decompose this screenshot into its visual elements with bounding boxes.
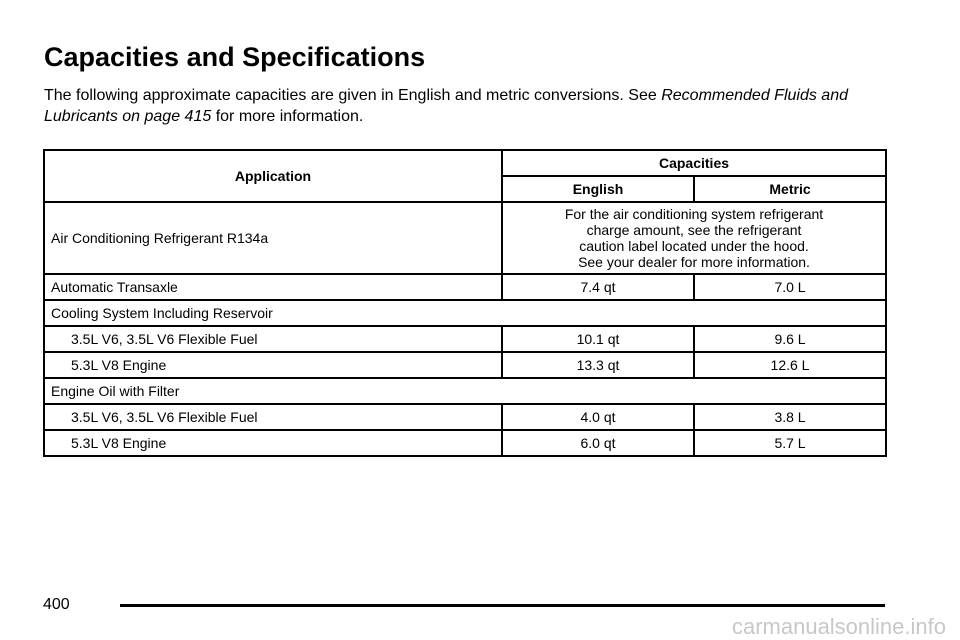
application-cell: 5.3L V8 Engine (43, 429, 503, 457)
header-cell: Application (43, 149, 503, 203)
table-row: 3.5L V6, 3.5L V6 Flexible Fuel 4.0 qt 3.8 … (43, 403, 888, 431)
note-line: charge amount, see the refrigerant (586, 222, 802, 238)
intro: The following approximate capacities are… (44, 85, 884, 127)
application-cell: 3.5L V6, 3.5L V6 Flexible Fuel (43, 325, 503, 353)
english-cell: 6.0 qt (501, 429, 695, 457)
capacities-table: Application Capacities English Metric Air … (42, 149, 888, 457)
header-cell: English (501, 175, 695, 203)
metric-cell: 3.8 L (692, 403, 888, 431)
table-row: 5.3L V8 Engine 6.0 qt 5.7 L (43, 429, 888, 457)
metric-cell: 9.6 L (692, 325, 888, 353)
application-cell: Cooling System Including Reservoir (42, 299, 888, 327)
table-row: Air Conditioning Refrigerant R134a For th… (43, 201, 888, 275)
application-cell: Engine Oil with Filter (42, 377, 888, 405)
header-cell: Metric (692, 175, 888, 203)
english-cell: 13.3 qt (501, 351, 695, 379)
page-number: 400 (43, 596, 70, 613)
application-cell: Automatic Transaxle (43, 273, 503, 301)
table-row: Engine Oil with Filter (42, 377, 888, 405)
table-body: Air Conditioning Refrigerant R134a For th… (42, 201, 888, 457)
metric-cell: 5.7 L (692, 429, 888, 457)
metric-cell: 12.6 L (692, 351, 888, 379)
note-line: For the air conditioning system refriger… (564, 206, 824, 222)
note-line: See your dealer for more information. (578, 254, 810, 270)
footer-rule (120, 604, 885, 607)
intro-link[interactable]: Recommended Fluids and Lubricants on pag… (44, 87, 848, 125)
page-title: Capacities and Specifications (44, 42, 426, 72)
english-cell: 4.0 qt (501, 403, 695, 431)
metric-cell: 7.0 L (692, 273, 888, 301)
note-line: caution label located under the hood. (579, 238, 809, 254)
application-cell: 3.5L V6, 3.5L V6 Flexible Fuel (43, 403, 503, 431)
english-cell: 7.4 qt (501, 273, 695, 301)
table-row: 3.5L V6, 3.5L V6 Flexible Fuel 10.1 qt 9.6… (43, 325, 888, 353)
note-cell: For the air conditioning system refriger… (500, 201, 888, 275)
application-cell: Air Conditioning Refrigerant R134a (43, 201, 503, 275)
watermark: carmanualsonline.info (731, 614, 946, 639)
table-row: 5.3L V8 Engine 13.3 qt 12.6 L (43, 351, 888, 379)
english-cell: 10.1 qt (501, 325, 695, 353)
application-cell: 5.3L V8 Engine (43, 351, 503, 379)
intro-text: The following approximate capacities are… (44, 87, 657, 104)
intro-suffix: for more information. (215, 108, 364, 125)
table-row: Automatic Transaxle 7.4 qt 7.0 L (43, 273, 888, 301)
table-row: Cooling System Including Reservoir (42, 299, 888, 327)
header-cell: Capacities (500, 149, 888, 177)
